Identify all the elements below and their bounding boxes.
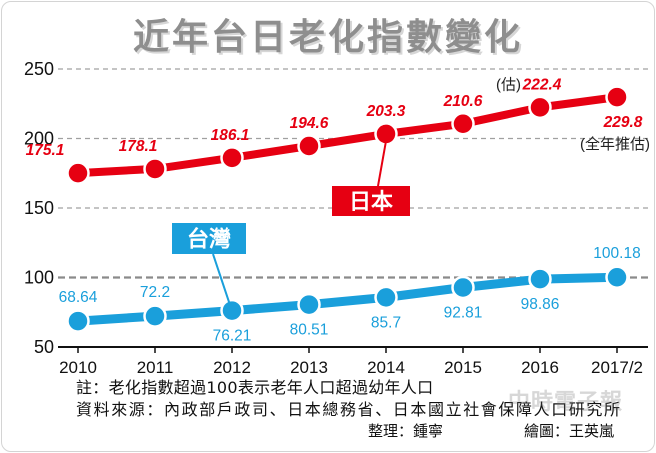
data-label-japan: 210.6 bbox=[443, 93, 483, 110]
data-point-taiwan bbox=[605, 265, 629, 289]
x-tick-label: 2012 bbox=[213, 358, 251, 377]
data-label-taiwan: 80.51 bbox=[290, 322, 329, 339]
callout-box-japan bbox=[332, 186, 410, 216]
footnote-source: 資料來源：內政部戶政司、日本總務省、日本國立社會保障人口研究所 bbox=[76, 400, 622, 419]
data-point-taiwan bbox=[451, 275, 475, 300]
credit-compiled: 整理：鍾寧 bbox=[368, 422, 444, 440]
y-tick-label: 250 bbox=[24, 59, 54, 79]
callout-pointer-taiwan bbox=[212, 253, 231, 306]
x-tick-label: 2015 bbox=[444, 358, 482, 377]
data-label-japan: 178.1 bbox=[119, 138, 158, 155]
data-point-taiwan bbox=[297, 292, 321, 317]
data-point-taiwan bbox=[528, 267, 552, 291]
data-point-japan bbox=[297, 134, 321, 158]
data-point-japan bbox=[143, 157, 167, 181]
data-point-taiwan bbox=[66, 309, 90, 333]
credit-graphics: 繪圖：王英嵐 bbox=[524, 422, 615, 440]
data-point-taiwan bbox=[374, 285, 398, 310]
footnote-note: 註：老化指數超過100表示老年人口超過幼年人口 bbox=[76, 378, 434, 397]
data-label-japan: 175.1 bbox=[26, 142, 65, 159]
axes: 250 200 150 100 50 2010 2011 2012 2013 2014 2015 20… bbox=[24, 59, 643, 377]
y-tick-label: 200 bbox=[24, 129, 54, 149]
data-label-japan: 194.6 bbox=[290, 115, 329, 132]
gridlines bbox=[58, 68, 648, 348]
callout-box-taiwan bbox=[172, 223, 246, 254]
x-tick-label: 2016 bbox=[521, 358, 559, 377]
data-label-japan: 203.3 bbox=[366, 103, 406, 120]
y-tick-label: 50 bbox=[34, 337, 54, 357]
data-label-taiwan: 72.2 bbox=[140, 284, 170, 301]
chart-title: 近年台日老化指數變化 bbox=[132, 17, 523, 58]
annotation-label: (估) bbox=[496, 76, 521, 93]
x-tick-label: 2011 bbox=[137, 358, 174, 377]
y-tick-label: 100 bbox=[24, 268, 54, 288]
data-point-taiwan bbox=[143, 304, 167, 328]
series-line-japan bbox=[74, 93, 621, 178]
y-tick-label: 150 bbox=[24, 198, 54, 218]
series-group bbox=[66, 85, 629, 333]
data-point-japan bbox=[528, 95, 552, 120]
x-tick-label: 2010 bbox=[59, 358, 97, 377]
data-point-japan bbox=[66, 161, 90, 185]
data-labels: 175.1 178.1 186.1 194.6 203.3 210.6 222.4 229.8… bbox=[26, 76, 650, 344]
x-tick-label: 2013 bbox=[290, 358, 328, 377]
x-tick-label: 2017/2 bbox=[591, 358, 643, 377]
series-name-japan: 日本 bbox=[349, 189, 393, 214]
callout-pointer-japan bbox=[377, 140, 387, 187]
data-point-japan bbox=[451, 112, 475, 136]
data-label-taiwan: 98.86 bbox=[521, 296, 560, 313]
data-label-taiwan: 85.7 bbox=[371, 314, 401, 331]
series-name-taiwan: 台灣 bbox=[187, 227, 231, 252]
data-label-taiwan: 68.64 bbox=[59, 289, 98, 306]
data-label-japan: 222.4 bbox=[522, 76, 562, 93]
data-point-japan bbox=[220, 146, 244, 170]
x-tick-label: 2014 bbox=[367, 358, 405, 377]
data-point-taiwan bbox=[220, 298, 244, 323]
data-label-taiwan: 76.21 bbox=[213, 328, 252, 345]
annotation-label: (全年推估) bbox=[580, 135, 650, 153]
series-line-taiwan bbox=[73, 272, 622, 326]
data-point-japan bbox=[605, 85, 629, 109]
data-label-japan: 186.1 bbox=[211, 127, 250, 144]
data-label-japan: 229.8 bbox=[603, 114, 643, 131]
data-label-taiwan: 92.81 bbox=[444, 304, 483, 321]
data-label-taiwan: 100.18 bbox=[593, 245, 640, 262]
